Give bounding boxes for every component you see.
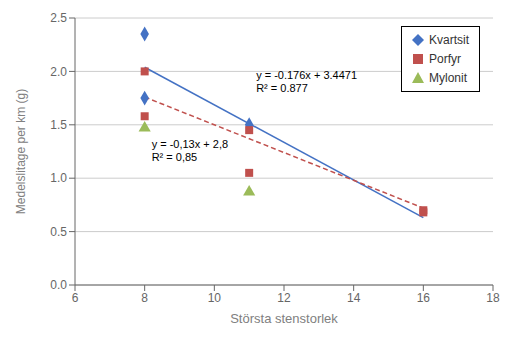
svg-text:1.5: 1.5 [50, 118, 67, 132]
svg-text:14: 14 [347, 291, 361, 305]
svg-text:0.0: 0.0 [50, 278, 67, 292]
svg-text:18: 18 [486, 291, 500, 305]
svg-text:2.0: 2.0 [50, 65, 67, 79]
svg-text:12: 12 [277, 291, 291, 305]
svg-text:8: 8 [141, 291, 148, 305]
html-text:Kvartsit: Kvartsit [429, 33, 469, 47]
svg-text:0.5: 0.5 [50, 225, 67, 239]
html-text:Mylonit: Mylonit [429, 71, 467, 85]
svg-text:10: 10 [208, 291, 222, 305]
svg-text:1.0: 1.0 [50, 171, 67, 185]
svg-text:2.5: 2.5 [50, 11, 67, 25]
svg-text:6: 6 [72, 291, 79, 305]
svg-text:16: 16 [417, 291, 431, 305]
html-text:Porfyr: Porfyr [429, 52, 461, 66]
svg-text:Medelslitage per km (g): Medelslitage per km (g) [14, 89, 28, 214]
svg-text:y = -0.176x + 3.4471R² = 0.877: y = -0.176x + 3.4471R² = 0.877 [256, 69, 357, 94]
svg-text:Största stenstorlek: Största stenstorlek [230, 311, 338, 326]
svg-text:y = -0,13x + 2,8R² = 0,85: y = -0,13x + 2,8R² = 0,85 [152, 138, 228, 163]
